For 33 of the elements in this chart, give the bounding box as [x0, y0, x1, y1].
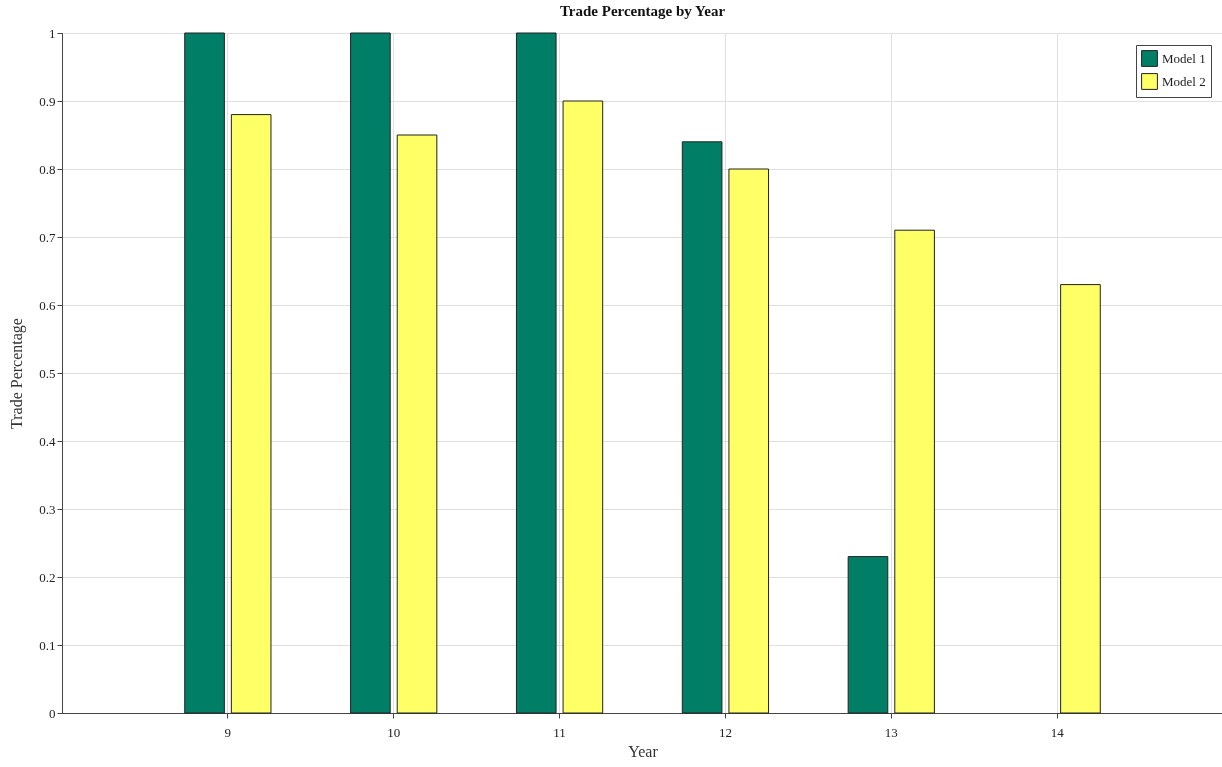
x-axis-title: Year	[628, 742, 659, 760]
bar	[847, 556, 889, 714]
x-tick-label: 13	[884, 724, 898, 740]
bar	[1060, 284, 1101, 714]
y-tick-label: 0.2	[39, 569, 56, 585]
legend-label: Model 2	[1162, 73, 1206, 89]
x-tick-label: 14	[1050, 724, 1065, 740]
x-tick-label: 11	[553, 724, 566, 740]
y-tick-label: 0.3	[39, 501, 56, 517]
bar	[681, 141, 723, 714]
bar	[515, 32, 557, 714]
bar	[350, 32, 391, 714]
y-axis-title: Trade Percentage	[8, 318, 27, 429]
x-tick-label: 12	[718, 724, 732, 740]
bar	[728, 168, 770, 714]
x-tick-label: 9	[224, 724, 232, 740]
bar	[894, 229, 935, 714]
y-tick-label: 0.9	[39, 93, 56, 109]
chart-title: Trade Percentage by Year	[559, 3, 726, 19]
y-tick-label: 0.7	[39, 229, 56, 245]
y-tick-label: 0	[49, 705, 56, 721]
x-tick-label: 10	[387, 724, 401, 740]
bar	[396, 134, 438, 714]
bar	[562, 100, 604, 714]
bar	[184, 32, 225, 714]
y-tick-label: 0.6	[39, 297, 56, 313]
legend-label: Model 1	[1162, 50, 1206, 66]
bar	[230, 114, 272, 714]
y-tick-label: 0.5	[39, 365, 56, 381]
y-tick-label: 1	[49, 25, 56, 41]
y-tick-label: 0.1	[39, 637, 56, 653]
y-tick-label: 0.4	[39, 433, 56, 449]
y-tick-label: 0.8	[39, 161, 56, 177]
